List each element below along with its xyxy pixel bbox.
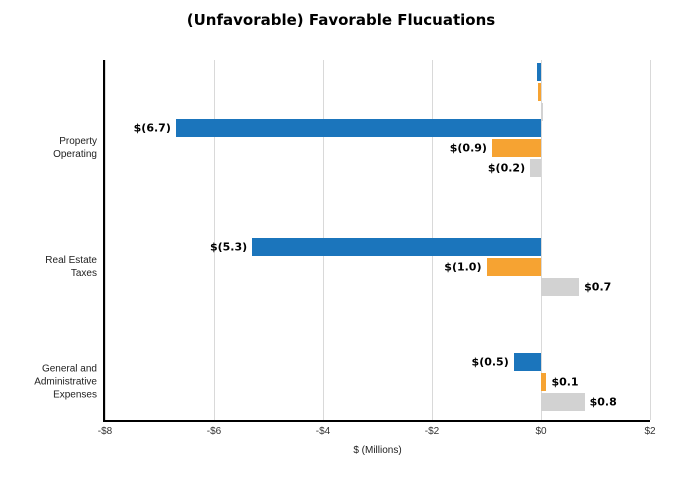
chart-title: (Unfavorable) Favorable Flucuations	[186, 11, 496, 29]
x-tick-label: -$2	[424, 426, 440, 437]
x-axis-ticks: -$8 -$6 -$4 -$2 $0 $2	[98, 426, 656, 440]
bar	[541, 393, 585, 412]
gridline	[214, 60, 215, 420]
y-axis-labels: Property Operating Real Estate Taxes Gener…	[0, 60, 97, 420]
y-axis-label: Real Estate Taxes	[45, 255, 97, 279]
y-axis-label: General and Administrative Expenses	[34, 363, 97, 401]
x-tick-label: $2	[644, 426, 656, 437]
x-tick-label: -$6	[206, 426, 222, 437]
bar	[541, 278, 580, 296]
bar	[530, 159, 541, 178]
gridline	[105, 60, 106, 420]
bar	[175, 119, 541, 138]
bar-label: $(6.7)	[133, 121, 171, 135]
bar	[486, 258, 541, 276]
bar	[491, 139, 541, 158]
x-tick-label: -$8	[97, 426, 113, 437]
bar-label: $(1.0)	[444, 260, 482, 274]
y-axis-label: Property Operating	[53, 136, 97, 161]
bar-label: $0.8	[589, 395, 617, 409]
gridline	[541, 60, 542, 420]
bar	[541, 373, 547, 392]
bar-label: $(0.2)	[487, 161, 526, 175]
y-axis-line	[103, 60, 105, 422]
bar-label: $0.1	[551, 375, 579, 389]
bar-label: $(5.3)	[209, 240, 248, 254]
plot-area: $(6.7) $(0.9) $(0.2) $(5.3) $(1.0) $0.7 $(0.5)…	[105, 60, 651, 420]
bar-label: $0.7	[584, 280, 612, 294]
bar-label: $(0.5)	[471, 355, 509, 369]
bar	[536, 63, 541, 82]
x-axis-title: $ (Millions)	[353, 445, 402, 456]
bar	[252, 238, 541, 256]
bar	[541, 103, 543, 122]
bar-label: $(0.9)	[449, 141, 487, 155]
bar	[537, 83, 541, 102]
x-axis-line	[103, 420, 650, 422]
x-tick-label: -$4	[315, 426, 331, 437]
bar	[513, 353, 541, 372]
x-tick-label: $0	[535, 426, 547, 437]
gridline	[650, 60, 651, 420]
